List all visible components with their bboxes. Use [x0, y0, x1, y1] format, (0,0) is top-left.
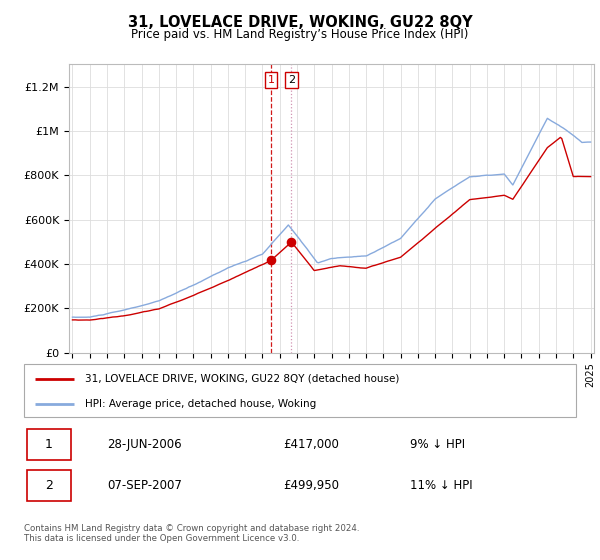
Text: HPI: Average price, detached house, Woking: HPI: Average price, detached house, Woki…: [85, 399, 316, 409]
Text: 31, LOVELACE DRIVE, WOKING, GU22 8QY: 31, LOVELACE DRIVE, WOKING, GU22 8QY: [128, 15, 472, 30]
Point: [287, 237, 296, 246]
Text: 07-SEP-2007: 07-SEP-2007: [107, 479, 182, 492]
Text: £417,000: £417,000: [283, 438, 340, 451]
Text: 1: 1: [45, 438, 53, 451]
Text: 2: 2: [288, 75, 295, 85]
Point: [266, 256, 275, 265]
Text: Price paid vs. HM Land Registry’s House Price Index (HPI): Price paid vs. HM Land Registry’s House …: [131, 28, 469, 41]
Text: £499,950: £499,950: [283, 479, 340, 492]
Text: 9% ↓ HPI: 9% ↓ HPI: [410, 438, 466, 451]
Text: 1: 1: [268, 75, 274, 85]
Text: 2: 2: [45, 479, 53, 492]
FancyBboxPatch shape: [27, 429, 71, 460]
FancyBboxPatch shape: [24, 364, 576, 417]
Text: 31, LOVELACE DRIVE, WOKING, GU22 8QY (detached house): 31, LOVELACE DRIVE, WOKING, GU22 8QY (de…: [85, 374, 399, 384]
FancyBboxPatch shape: [27, 470, 71, 501]
Text: 28-JUN-2006: 28-JUN-2006: [107, 438, 181, 451]
Text: 11% ↓ HPI: 11% ↓ HPI: [410, 479, 473, 492]
Text: Contains HM Land Registry data © Crown copyright and database right 2024.
This d: Contains HM Land Registry data © Crown c…: [24, 524, 359, 543]
